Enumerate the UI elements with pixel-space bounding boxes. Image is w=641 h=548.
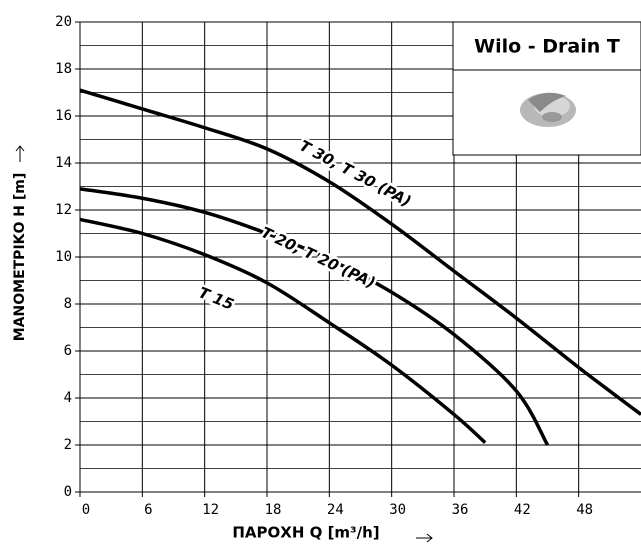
x-tick-label: 36: [452, 502, 469, 518]
y-arrow: [15, 145, 25, 162]
y-tick-label: 16: [55, 108, 72, 124]
y-tick-label: 18: [55, 61, 72, 77]
y-tick-label: 0: [64, 484, 72, 500]
y-tick-label: 14: [55, 155, 72, 171]
y-tick-label: 20: [55, 14, 72, 30]
y-tick-label: 4: [64, 390, 72, 406]
y-tick-label: 8: [64, 296, 72, 312]
x-tick-label: 18: [265, 502, 282, 518]
y-tick-label: 10: [55, 249, 72, 265]
y-tick-label: 12: [55, 202, 72, 218]
x-tick-label: 6: [144, 502, 152, 518]
x-tick-label: 24: [327, 502, 344, 518]
title-box: [452, 21, 641, 156]
curve: [79, 187, 550, 446]
curve: [79, 88, 641, 416]
x-tick-label: 30: [389, 502, 406, 518]
x-arrow: [416, 533, 433, 543]
x-tick-label: 42: [514, 502, 531, 518]
y-axis-label: ΜΑΝΟΜΕΤΡΙΚΟ Η [m]: [12, 173, 28, 342]
chart-title: Wilo - Drain T: [474, 36, 620, 58]
x-tick-label: 0: [82, 502, 90, 518]
x-axis-label: ΠΑΡΟΧΗ Q [m³/h]: [232, 524, 379, 542]
x-tick-label: 12: [202, 502, 219, 518]
pump-icon: [520, 92, 576, 127]
curve: [79, 217, 487, 444]
curve-label: T 15: [196, 283, 236, 313]
grid: [75, 21, 641, 497]
x-tick-label: 48: [576, 502, 593, 518]
y-tick-label: 6: [64, 343, 72, 359]
y-tick-label: 2: [64, 437, 72, 453]
